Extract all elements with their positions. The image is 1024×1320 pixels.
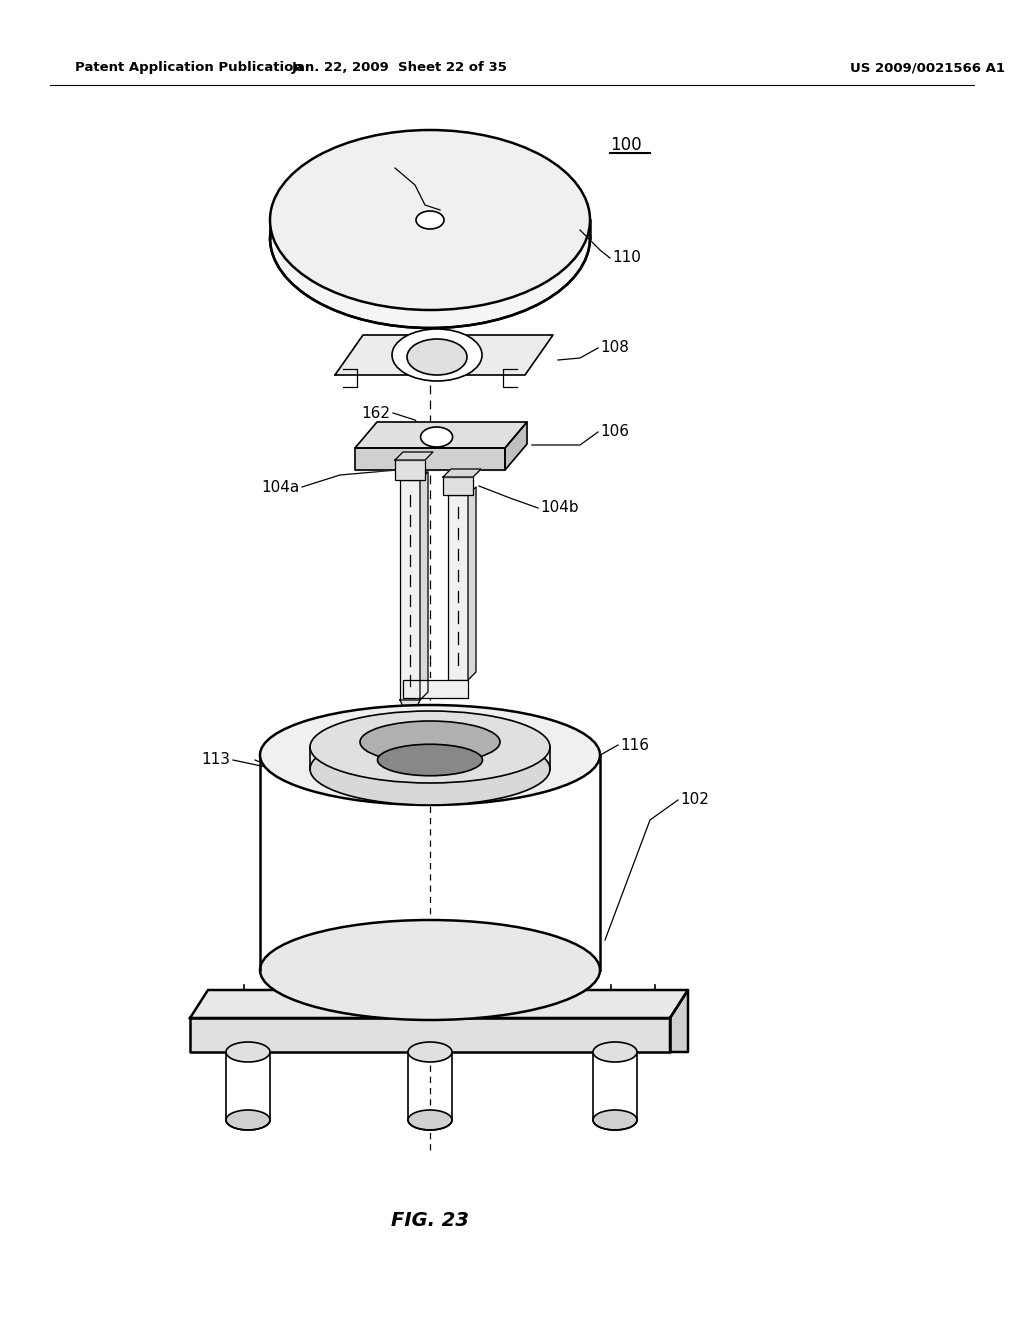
Polygon shape [190,1018,670,1052]
Bar [403,680,468,698]
Text: Jan. 22, 2009  Sheet 22 of 35: Jan. 22, 2009 Sheet 22 of 35 [292,62,508,74]
Polygon shape [670,990,688,1052]
Text: 100: 100 [610,136,642,154]
Text: 162: 162 [361,405,390,421]
Ellipse shape [593,1041,637,1063]
Text: 106: 106 [600,425,629,440]
Text: 102: 102 [680,792,709,808]
Ellipse shape [260,920,600,1020]
Polygon shape [355,447,505,470]
Text: 112: 112 [359,156,388,170]
Polygon shape [505,422,527,470]
Polygon shape [443,469,481,477]
Ellipse shape [226,1041,270,1063]
Ellipse shape [270,129,590,310]
Text: 110: 110 [612,251,641,265]
Ellipse shape [310,711,550,783]
Bar [395,459,425,480]
Ellipse shape [408,1110,452,1130]
Text: 104a: 104a [262,479,300,495]
Polygon shape [420,473,428,700]
Polygon shape [468,487,476,680]
Text: 113: 113 [201,752,230,767]
Ellipse shape [421,426,453,447]
Text: FIG. 23: FIG. 23 [391,1210,469,1229]
Text: 108: 108 [600,341,629,355]
Ellipse shape [593,1110,637,1130]
Ellipse shape [226,1110,270,1130]
Bar [443,477,473,495]
Ellipse shape [260,705,600,805]
Ellipse shape [360,721,500,763]
Polygon shape [400,700,420,722]
Polygon shape [395,451,433,459]
Polygon shape [190,990,688,1018]
Text: Patent Application Publication: Patent Application Publication [75,62,303,74]
Ellipse shape [416,211,444,228]
Polygon shape [400,473,428,480]
Ellipse shape [270,148,590,327]
Text: 116: 116 [620,738,649,752]
Ellipse shape [408,1041,452,1063]
Polygon shape [355,422,527,447]
Ellipse shape [392,329,482,381]
Bar [400,480,420,700]
Polygon shape [335,335,553,375]
Ellipse shape [407,339,467,375]
Ellipse shape [378,744,482,776]
Bar [449,495,468,680]
Text: 114: 114 [520,746,549,760]
Text: US 2009/0021566 A1: US 2009/0021566 A1 [850,62,1005,74]
Text: 104b: 104b [540,500,579,516]
Ellipse shape [310,733,550,805]
